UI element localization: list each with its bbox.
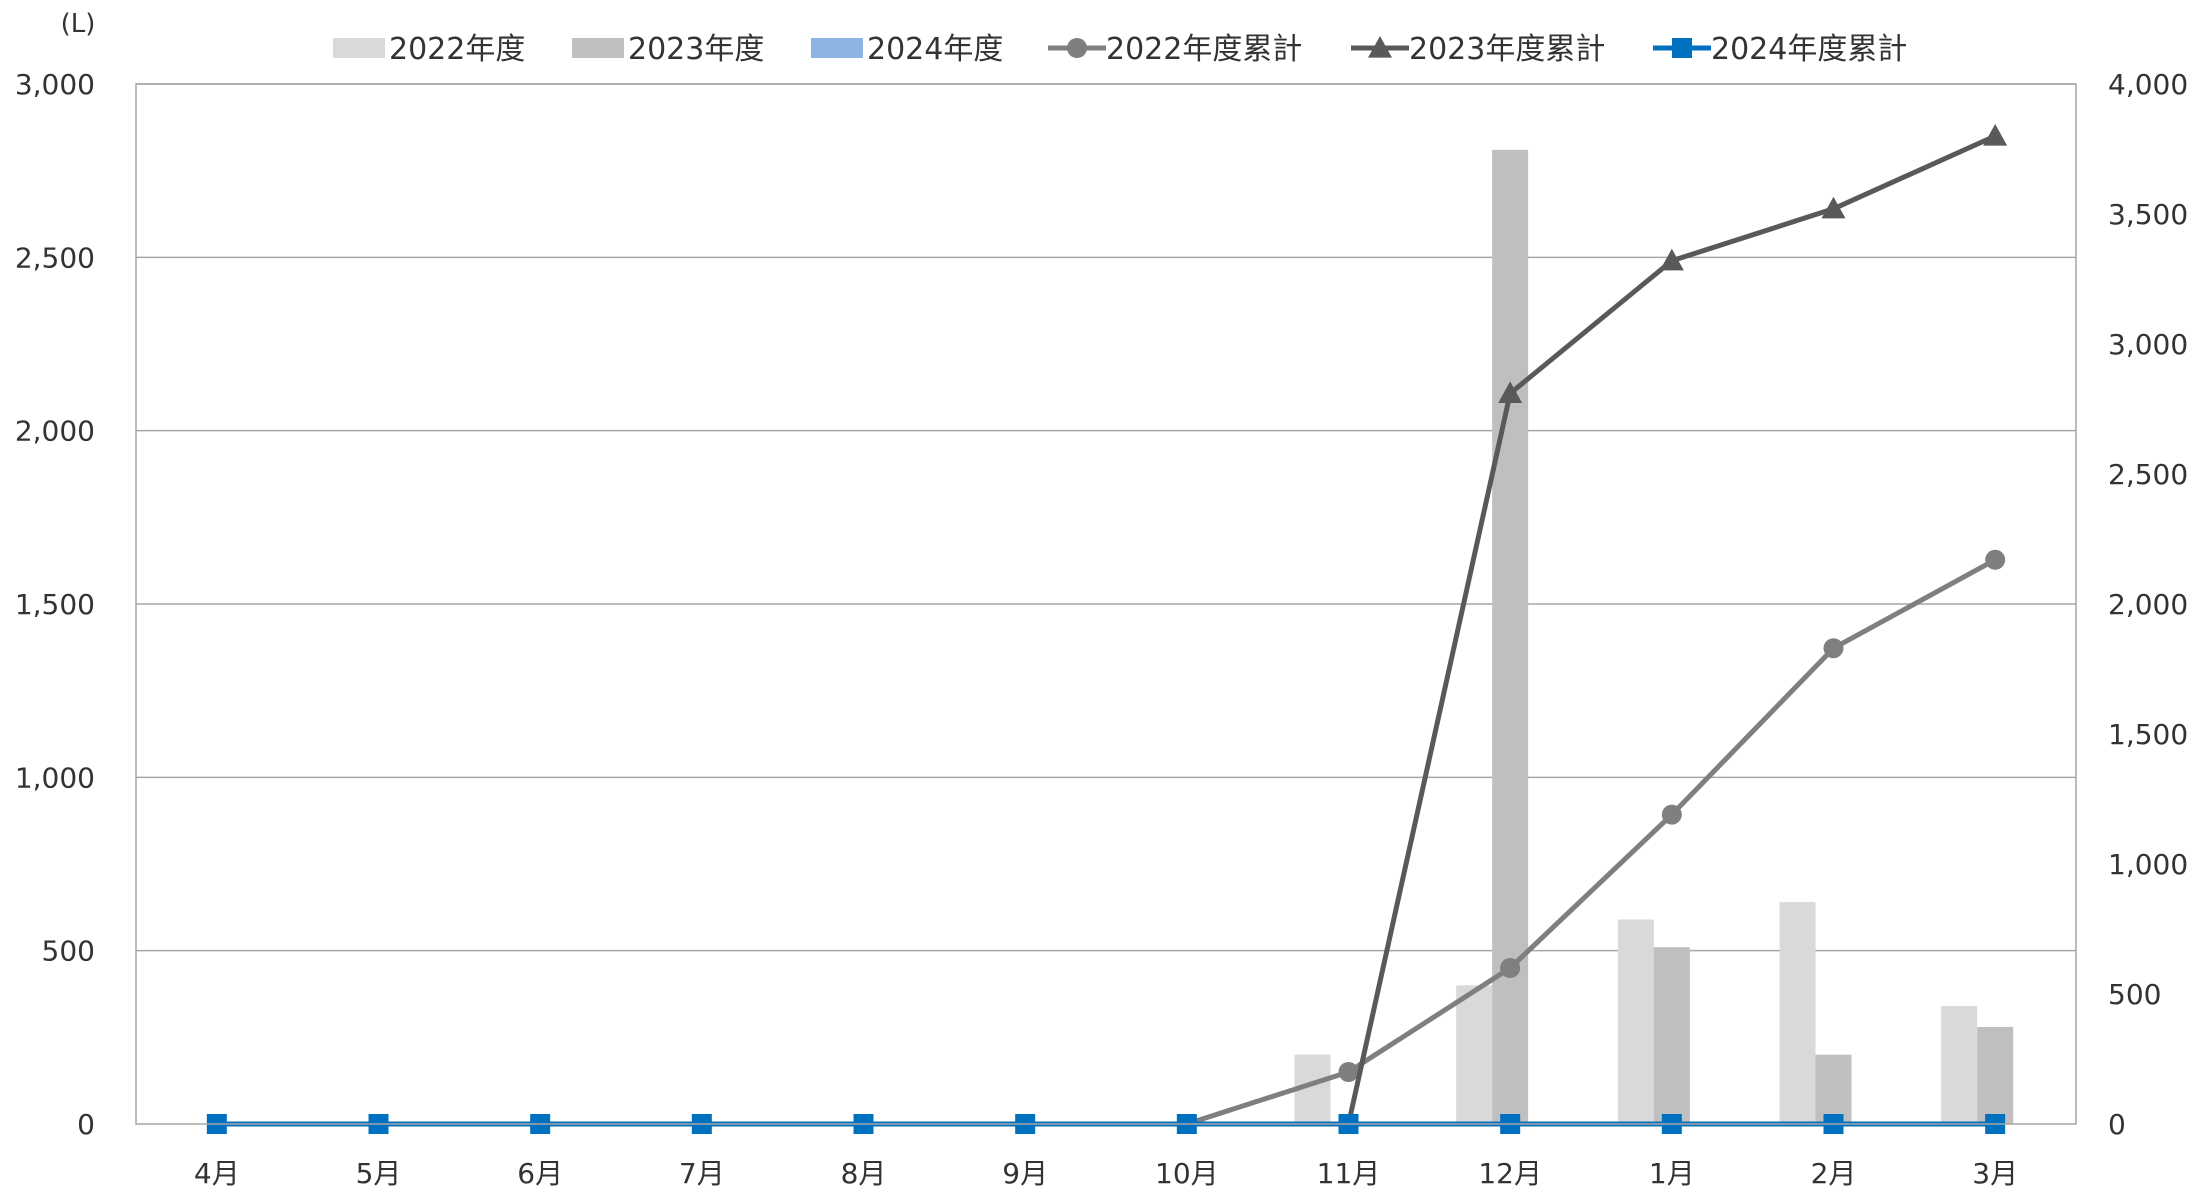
marker-2023年度累計 [1821,196,1846,219]
x-tick-label: 10月 [1155,1157,1219,1190]
y-left-tick-label: 3,000 [15,68,95,101]
y-right-tick-label: 500 [2108,978,2161,1011]
y-right-tick-label: 1,000 [2108,848,2188,881]
bar-2022年度 [1941,1006,1978,1124]
x-tick-label: 9月 [1002,1157,1048,1190]
bar-2022年度 [1456,985,1493,1124]
legend-label: 2023年度 [628,32,764,67]
bar-2022年度 [1779,902,1816,1124]
legend-item: 2022年度累計 [1048,32,1302,67]
bar-2023年度 [1815,1054,1852,1124]
y-right-tick-label: 2,000 [2108,588,2188,621]
x-tick-label: 7月 [679,1157,725,1190]
x-tick-label: 2月 [1811,1157,1857,1190]
y-left-tick-label: 2,500 [15,241,95,274]
legend-item: 2022年度 [333,32,525,67]
y-right-tick-label: 3,000 [2108,328,2188,361]
marker-2022年度累計 [1985,549,2006,570]
x-tick-label: 8月 [841,1157,887,1190]
x-tick-label: 5月 [356,1157,402,1190]
legend-marker [1067,38,1087,58]
x-tick-label: 4月 [194,1157,240,1190]
marker-2023年度累計 [1983,124,2008,146]
legend-swatch [811,38,863,58]
x-tick-label: 12月 [1478,1157,1542,1190]
legend: 2022年度 2023年度 2024年度 2022年度累計 2023年度累計 2024年度… [333,32,1907,67]
legend-marker [1672,38,1692,58]
legend-label: 2022年度 [389,32,525,67]
gridlines [136,83,2076,952]
bar-2022年度 [1617,919,1654,1124]
y-right-tick-label: 4,000 [2108,68,2188,101]
marker-2022年度累計 [1338,1062,1359,1082]
y-left-tick-label: 1,000 [15,761,95,794]
y-left-tick-label: 500 [42,935,95,968]
marker-2023年度累計 [1659,248,1684,271]
marker-2023年度累計 [1498,381,1523,403]
legend-label: 2022年度累計 [1106,32,1302,67]
y-right-tick-label: 3,500 [2108,198,2188,231]
marker-2022年度累計 [1500,958,1521,978]
legend-item: 2024年度累計 [1653,32,1907,67]
y-left-tick-label: 2,000 [15,415,95,448]
legend-swatch [572,38,624,58]
axes: 0 500 1,000 1,500 2,000 2,500 3,000 0 500 1,000 1,… [15,68,2188,1190]
legend-label: 2024年度累計 [1711,32,1907,67]
legend-label: 2024年度 [867,32,1003,67]
y-left-tick-label: 0 [77,1108,95,1141]
line-series-group [206,124,2008,1134]
marker-2022年度累計 [1661,804,1682,825]
legend-item: 2024年度 [811,32,1003,67]
marker-2022年度累計 [1823,638,1844,659]
bar-2023年度 [1977,1026,2014,1124]
y-axis-unit-label: (L) [61,9,96,39]
y-right-tick-label: 2,500 [2108,458,2188,491]
x-tick-label: 6月 [517,1157,563,1190]
legend-item: 2023年度 [572,32,764,67]
legend-marker [1368,36,1392,58]
legend-swatch [333,38,385,58]
y-right-tick-label: 0 [2108,1108,2126,1141]
y-left-tick-label: 1,500 [15,588,95,621]
bar-series-group [1294,149,2014,1124]
legend-label: 2023年度累計 [1409,32,1605,67]
line-2022年度累計 [216,557,1997,1127]
y-right-tick-label: 1,500 [2108,718,2188,751]
bar-2023年度 [1653,947,1690,1124]
legend-item: 2023年度累計 [1351,32,1605,67]
x-tick-label: 3月 [1972,1157,2018,1190]
x-tick-label: 1月 [1649,1157,1695,1190]
plot-area-border [135,83,2077,1125]
x-tick-label: 11月 [1317,1157,1381,1190]
